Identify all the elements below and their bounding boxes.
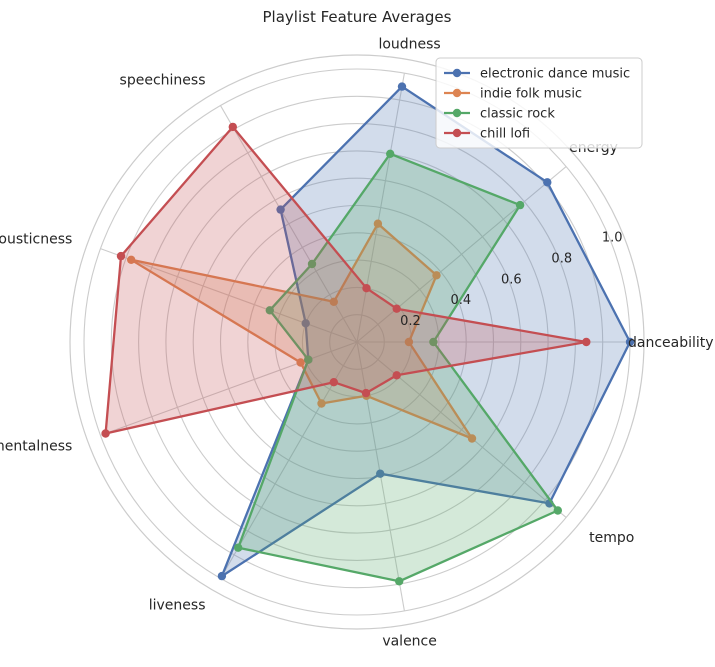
data-point: [307, 259, 317, 269]
axis-label: valence: [382, 633, 437, 649]
series-area: [238, 153, 558, 582]
spoke-line: [100, 341, 358, 436]
data-point: [276, 205, 285, 214]
spoke-line: [356, 341, 567, 518]
data-point: [392, 371, 401, 380]
data-point: [296, 358, 305, 367]
polar-frame: [69, 54, 645, 630]
spoke-line: [356, 166, 567, 343]
data-point: [361, 388, 371, 398]
data-point: [228, 122, 237, 132]
data-point: [265, 306, 274, 315]
legend-label: electronic dance music: [480, 67, 630, 82]
data-point: [397, 82, 407, 91]
axis-label: instrumentalness: [0, 439, 72, 455]
legend: electronic dance music indie folk music cl…: [435, 57, 643, 149]
axis-label: tempo: [589, 530, 634, 546]
series-line: [130, 222, 474, 440]
data-point: [392, 304, 401, 313]
axis-label: speechiness: [120, 73, 206, 89]
data-point: [432, 271, 441, 280]
legend-swatch-marker: [452, 88, 462, 98]
spoke-line: [100, 248, 358, 343]
axis-label: liveness: [149, 597, 206, 613]
data-point: [329, 378, 338, 387]
data-point: [582, 337, 591, 347]
spoke-line: [356, 73, 405, 343]
series-group: [127, 219, 477, 443]
radial-tick-label: 0.6: [501, 272, 522, 287]
series-area: [131, 223, 472, 439]
data-point: [429, 337, 438, 347]
data-point: [362, 284, 371, 293]
legend-swatch-marker: [452, 108, 462, 118]
legend-item: indie folk music: [444, 87, 582, 102]
data-point: [386, 149, 395, 158]
chart-title: Playlist Feature Averages: [263, 8, 452, 26]
series-area: [105, 126, 587, 434]
legend-item: chill lofi: [444, 127, 530, 142]
data-point: [304, 355, 313, 364]
legend-box: [435, 57, 643, 149]
data-point: [515, 200, 525, 210]
data-point: [317, 399, 326, 408]
data-point: [301, 319, 310, 328]
legend-item: classic rock: [444, 107, 555, 122]
data-point: [553, 506, 562, 515]
series-area: [221, 86, 630, 577]
axis-label: acousticness: [0, 231, 72, 247]
data-point: [404, 337, 414, 347]
series-line: [104, 125, 588, 435]
radial-tick-label: 0.4: [451, 293, 472, 308]
data-point: [543, 178, 552, 187]
axis-label: loudness: [378, 37, 440, 53]
radial-tick-label: 0.8: [551, 251, 572, 266]
data-point: [116, 251, 126, 261]
label-layer: 0.20.40.60.81.0danceabilityenergyloudnes…: [0, 37, 714, 650]
data-point: [376, 469, 385, 478]
series-layer: [101, 82, 635, 586]
radial-tick-label: 1.0: [602, 231, 623, 246]
data-point: [373, 219, 383, 228]
series-group: [234, 149, 562, 586]
legend-swatch-marker: [452, 68, 462, 78]
data-point: [467, 434, 477, 443]
series-line: [237, 152, 559, 583]
series-group: [101, 122, 591, 438]
data-point: [101, 429, 110, 438]
legend-label: classic rock: [480, 107, 555, 122]
data-point: [625, 337, 635, 347]
data-point: [395, 577, 404, 586]
legend-label: chill lofi: [480, 127, 530, 142]
axis-label: danceability: [628, 335, 714, 351]
legend-label: indie folk music: [480, 87, 582, 102]
legend-item: electronic dance music: [444, 67, 630, 82]
radial-tick-label: 0.2: [400, 314, 421, 329]
data-point: [127, 255, 136, 264]
data-point: [329, 297, 338, 306]
data-point: [234, 543, 243, 552]
legend-swatch-marker: [452, 128, 462, 138]
data-point: [217, 571, 227, 581]
